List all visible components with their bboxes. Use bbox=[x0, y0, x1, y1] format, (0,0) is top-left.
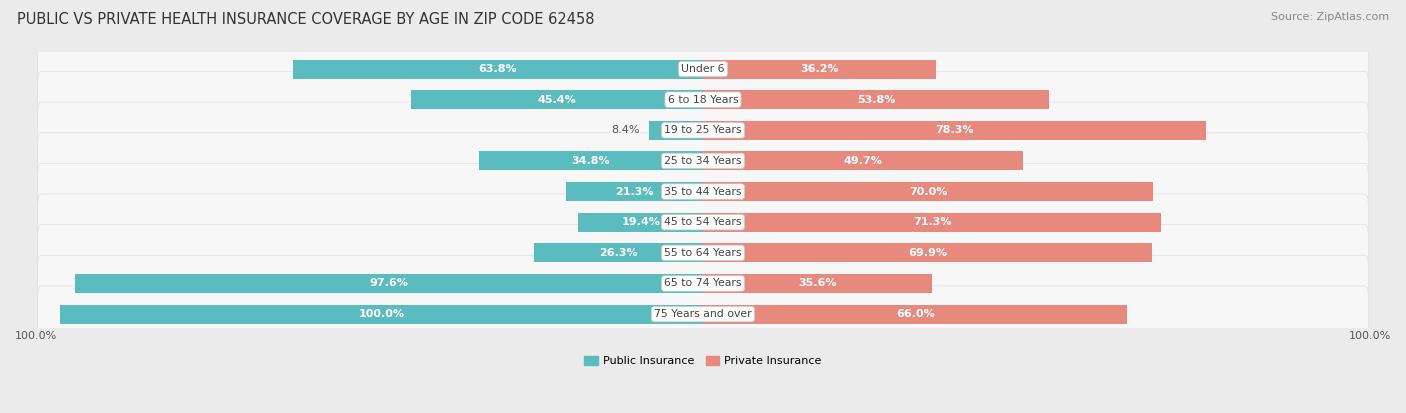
Text: 65 to 74 Years: 65 to 74 Years bbox=[664, 278, 742, 288]
Bar bbox=[703, 121, 1206, 140]
Text: 35.6%: 35.6% bbox=[799, 278, 837, 288]
Text: 97.6%: 97.6% bbox=[370, 278, 409, 288]
Text: PUBLIC VS PRIVATE HEALTH INSURANCE COVERAGE BY AGE IN ZIP CODE 62458: PUBLIC VS PRIVATE HEALTH INSURANCE COVER… bbox=[17, 12, 595, 27]
Text: 36.2%: 36.2% bbox=[800, 64, 839, 74]
Text: 70.0%: 70.0% bbox=[908, 187, 948, 197]
Text: 26.3%: 26.3% bbox=[599, 248, 638, 258]
Text: 75 Years and over: 75 Years and over bbox=[654, 309, 752, 319]
Text: 6 to 18 Years: 6 to 18 Years bbox=[668, 95, 738, 104]
FancyBboxPatch shape bbox=[38, 102, 1368, 159]
FancyBboxPatch shape bbox=[38, 286, 1368, 342]
Bar bbox=[703, 152, 1022, 171]
Bar bbox=[703, 59, 936, 78]
Bar bbox=[479, 152, 703, 171]
FancyBboxPatch shape bbox=[38, 225, 1368, 281]
Bar bbox=[650, 121, 703, 140]
Text: 35 to 44 Years: 35 to 44 Years bbox=[664, 187, 742, 197]
Text: 8.4%: 8.4% bbox=[610, 125, 640, 135]
Bar bbox=[578, 213, 703, 232]
Text: 45 to 54 Years: 45 to 54 Years bbox=[664, 217, 742, 227]
FancyBboxPatch shape bbox=[38, 255, 1368, 312]
Text: 19 to 25 Years: 19 to 25 Years bbox=[664, 125, 742, 135]
Text: 63.8%: 63.8% bbox=[478, 64, 517, 74]
Text: Source: ZipAtlas.com: Source: ZipAtlas.com bbox=[1271, 12, 1389, 22]
Text: 66.0%: 66.0% bbox=[896, 309, 935, 319]
Bar bbox=[292, 59, 703, 78]
Bar bbox=[703, 274, 932, 293]
Text: 55 to 64 Years: 55 to 64 Years bbox=[664, 248, 742, 258]
FancyBboxPatch shape bbox=[38, 71, 1368, 128]
Text: 49.7%: 49.7% bbox=[844, 156, 882, 166]
Text: 19.4%: 19.4% bbox=[621, 217, 659, 227]
Text: 100.0%: 100.0% bbox=[359, 309, 405, 319]
Text: 53.8%: 53.8% bbox=[856, 95, 896, 104]
Bar bbox=[703, 182, 1153, 201]
Text: Under 6: Under 6 bbox=[682, 64, 724, 74]
Legend: Public Insurance, Private Insurance: Public Insurance, Private Insurance bbox=[583, 356, 823, 366]
FancyBboxPatch shape bbox=[38, 164, 1368, 220]
FancyBboxPatch shape bbox=[38, 133, 1368, 189]
Bar bbox=[703, 90, 1049, 109]
Bar bbox=[60, 305, 703, 324]
Text: 69.9%: 69.9% bbox=[908, 248, 948, 258]
Text: 100.0%: 100.0% bbox=[15, 331, 58, 341]
FancyBboxPatch shape bbox=[38, 194, 1368, 250]
Bar bbox=[703, 243, 1153, 262]
Text: 78.3%: 78.3% bbox=[935, 125, 974, 135]
Bar bbox=[76, 274, 703, 293]
Text: 25 to 34 Years: 25 to 34 Years bbox=[664, 156, 742, 166]
Bar bbox=[703, 213, 1161, 232]
FancyBboxPatch shape bbox=[38, 41, 1368, 97]
Bar bbox=[411, 90, 703, 109]
Bar bbox=[534, 243, 703, 262]
Text: 45.4%: 45.4% bbox=[537, 95, 576, 104]
Bar bbox=[703, 305, 1128, 324]
Text: 100.0%: 100.0% bbox=[1348, 331, 1391, 341]
Bar bbox=[567, 182, 703, 201]
Text: 71.3%: 71.3% bbox=[912, 217, 952, 227]
Text: 34.8%: 34.8% bbox=[572, 156, 610, 166]
Text: 21.3%: 21.3% bbox=[616, 187, 654, 197]
